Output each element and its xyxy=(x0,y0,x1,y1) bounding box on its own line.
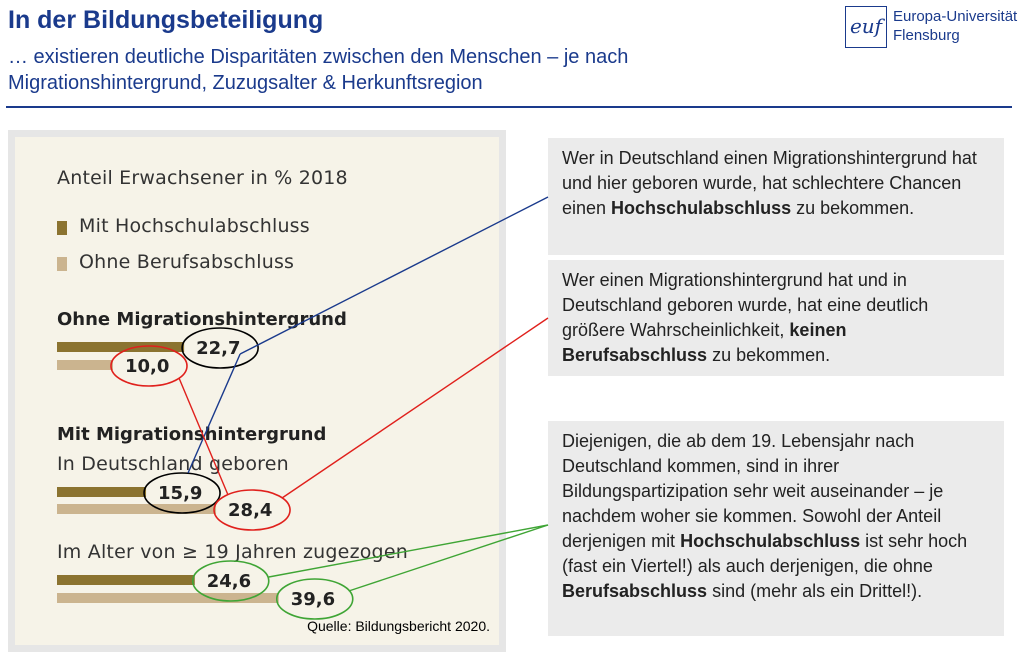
bar-chart: 22,7 15,9 24,6 10,0 28,4 39,6 xyxy=(57,338,335,610)
value-label-hochschule-1: 15,9 xyxy=(158,483,202,504)
chart-title: Anteil Erwachsener in % 2018 xyxy=(57,167,348,189)
callout-hochschule-geboren: Wer in Deutschland einen Migrationshinte… xyxy=(548,138,1004,255)
source-note: Quelle: Bildungsbericht 2020. xyxy=(304,617,493,635)
callout-text: Wer einen Migrationshintergrund hat und … xyxy=(562,270,929,340)
bar-hochschule-0 xyxy=(57,342,185,352)
header-divider xyxy=(6,106,1012,108)
value-label-hochschule-2: 24,6 xyxy=(207,571,251,592)
value-label-hochschule-0: 22,7 xyxy=(196,338,240,359)
legend-swatch-hochschule xyxy=(57,221,67,235)
value-label-beruf-2: 39,6 xyxy=(291,589,335,610)
bar-beruf-1 xyxy=(57,504,217,514)
callout-text: ist sehr hoch (fast ein Viertel!) als au… xyxy=(562,531,968,576)
logo-line-2: Flensburg xyxy=(893,27,960,44)
callout-emphasis: Berufsabschluss xyxy=(562,581,708,601)
callout-emphasis: Hochschulabschluss xyxy=(680,531,861,551)
callout-text: zu bekommen. xyxy=(707,345,831,365)
callout-emphasis: keinen Berufsabschluss xyxy=(562,320,847,365)
bar-hochschule-2 xyxy=(57,575,195,585)
chart-area: Anteil Erwachsener in % 2018 Mit Hochsch… xyxy=(15,137,499,645)
bar-beruf-2 xyxy=(57,593,279,603)
page-title: In der Bildungsbeteiligung xyxy=(8,6,324,34)
logo-wordmark: Europa-Universität Flensburg xyxy=(893,7,1017,45)
callout-zugezogen: Diejenigen, die ab dem 19. Lebensjahr na… xyxy=(548,421,1004,636)
callout-text: Diejenigen, die ab dem 19. Lebensjahr na… xyxy=(562,431,944,551)
value-label-beruf-1: 28,4 xyxy=(228,500,272,521)
callout-emphasis: Hochschulabschluss xyxy=(611,198,792,218)
bar-beruf-0 xyxy=(57,360,113,370)
legend-swatch-beruf xyxy=(57,257,67,271)
chart-panel: Anteil Erwachsener in % 2018 Mit Hochsch… xyxy=(8,130,506,652)
callout-berufsabschluss-geboren: Wer einen Migrationshintergrund hat und … xyxy=(548,260,1004,376)
callout-text: zu bekommen. xyxy=(791,198,915,218)
page-subtitle: … existieren deutliche Disparitäten zwis… xyxy=(8,44,808,96)
logo-mark: euf xyxy=(845,6,887,48)
subtitle-line-2: Migrationshintergrund, Zuzugsalter & Her… xyxy=(8,72,483,94)
university-logo: euf Europa-Universität Flensburg xyxy=(845,6,1025,48)
callout-text: sind (mehr als ein Drittel!). xyxy=(707,581,923,601)
bar-hochschule-1 xyxy=(57,487,147,497)
callout-text: Wer in Deutschland einen Migrationshinte… xyxy=(562,148,977,218)
logo-line-1: Europa-Universität xyxy=(893,8,1018,25)
value-label-beruf-0: 10,0 xyxy=(125,356,169,377)
subtitle-line-1: … existieren deutliche Disparitäten zwis… xyxy=(8,46,629,68)
